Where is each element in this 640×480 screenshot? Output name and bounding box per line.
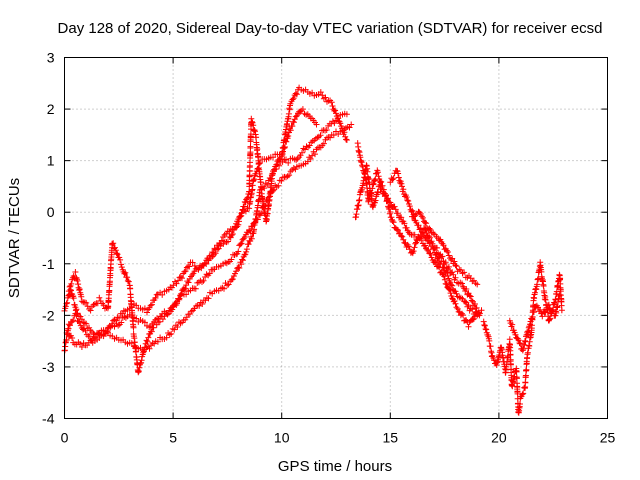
x-tick-label: 5 [169, 430, 177, 446]
data-marks [61, 84, 565, 416]
y-tick-label: 3 [47, 50, 55, 66]
y-tick-label: -2 [42, 307, 55, 323]
y-axis-label: SDTVAR / TECUs [6, 178, 23, 298]
data-points [61, 84, 565, 416]
y-tick-label: 0 [47, 204, 55, 220]
x-axis-label: GPS time / hours [278, 458, 392, 475]
y-tick-label: -4 [42, 411, 55, 427]
y-tick-label: 2 [47, 101, 55, 117]
x-tick-label: 20 [491, 430, 507, 446]
y-tick-label: 1 [47, 153, 55, 169]
x-tick-label: 25 [600, 430, 616, 446]
gridlines [64, 57, 608, 419]
x-tick-label: 10 [274, 430, 290, 446]
y-tick-label: -1 [42, 256, 55, 272]
plot-frame [64, 57, 608, 419]
tick-labels: 0 5 10 15 20 25 -4 -3 -2 -1 0 1 2 3 [42, 50, 615, 446]
y-tick-label: -3 [42, 359, 55, 375]
chart-title: Day 128 of 2020, Sidereal Day-to-day VTE… [58, 20, 603, 37]
x-tick-label: 15 [383, 430, 399, 446]
x-tick-label: 0 [61, 430, 69, 446]
